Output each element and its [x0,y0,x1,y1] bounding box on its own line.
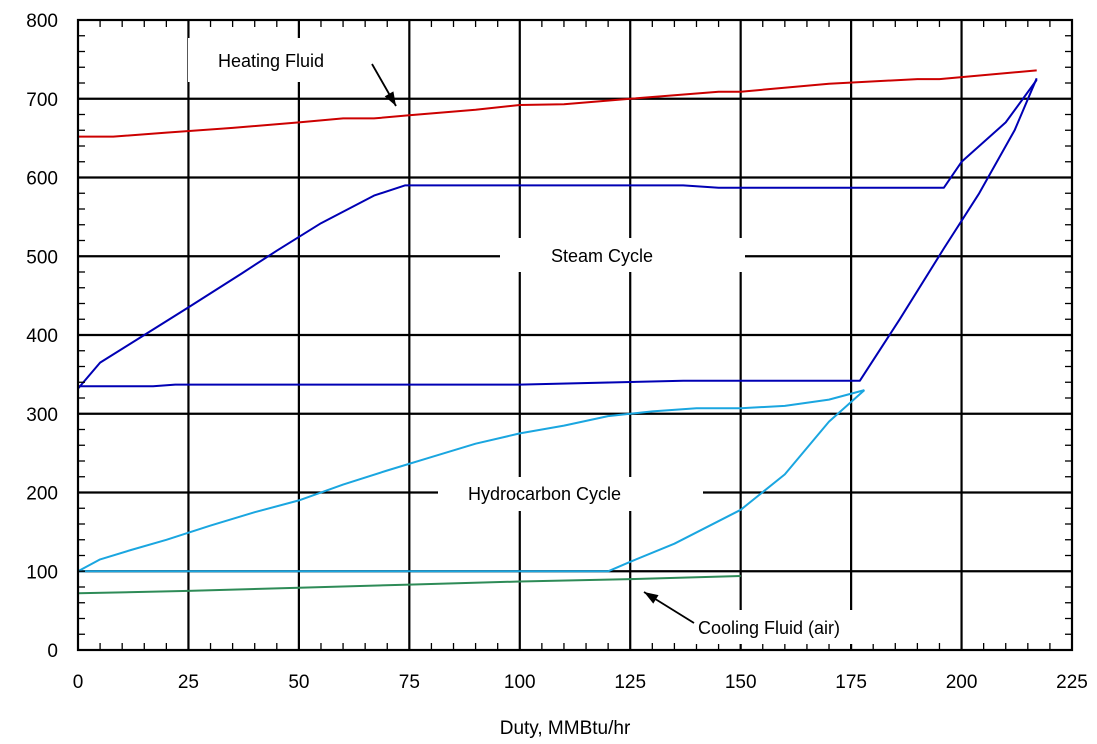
series-line-1 [78,77,1038,388]
x-tick-label: 50 [288,672,309,693]
y-tick-label: 700 [26,90,58,111]
annotation-bg-steam [500,238,745,272]
series-line-3 [78,389,866,573]
series-line-4 [77,389,865,573]
x-tick-label: 75 [399,672,420,693]
grid-lines [78,20,1072,650]
annotation-heating-fluid: Heating Fluid [218,51,324,71]
series-line-0 [78,69,1037,138]
annotation-steam-cycle: Steam Cycle [551,246,653,266]
y-tick-labels: 0 100 200 300 400 500 600 700 800 [26,11,58,662]
annotation-cooling-fluid: Cooling Fluid (air) [698,618,840,638]
series-line-5 [77,575,741,595]
y-tick-label: 500 [26,247,58,268]
arrow-cooling-fluid-head [644,592,659,604]
arrow-heating-fluid-head [384,91,396,106]
annotation-bg-cooling [693,610,893,644]
x-tick-labels: 0 25 50 75 100 125 150 175 200 225 [73,672,1088,693]
plot-frame [76,18,1074,652]
series-line-2 [77,79,1038,390]
plot-border [76,18,1074,652]
x-tick-label: 200 [946,672,978,693]
annotation-arrows [371,63,695,624]
y-tick-label: 400 [26,326,58,347]
annotation-hydrocarbon-cycle: Hydrocarbon Cycle [468,484,621,504]
y-tick-label: 600 [26,169,58,190]
x-tick-label: 125 [614,672,646,693]
x-tick-label: 0 [73,672,84,693]
y-tick-label: 200 [26,484,58,505]
annotation-bg-hydrocarbon [438,477,703,511]
x-axis-label: Duty, MMBtu/hr [500,718,631,739]
x-tick-label: 175 [835,672,867,693]
series-lines [77,69,1038,595]
y-tick-label: 0 [47,641,58,662]
annotations: Heating Fluid Steam Cycle Hydrocarbon Cy… [188,38,893,644]
annotation-bg-heating [188,38,373,82]
y-tick-label: 300 [26,405,58,426]
y-tick-label: 100 [26,562,58,583]
y-tick-label: 800 [26,11,58,32]
x-tick-label: 150 [725,672,757,693]
x-tick-label: 225 [1056,672,1088,693]
x-tick-label: 25 [178,672,199,693]
x-tick-label: 100 [504,672,536,693]
